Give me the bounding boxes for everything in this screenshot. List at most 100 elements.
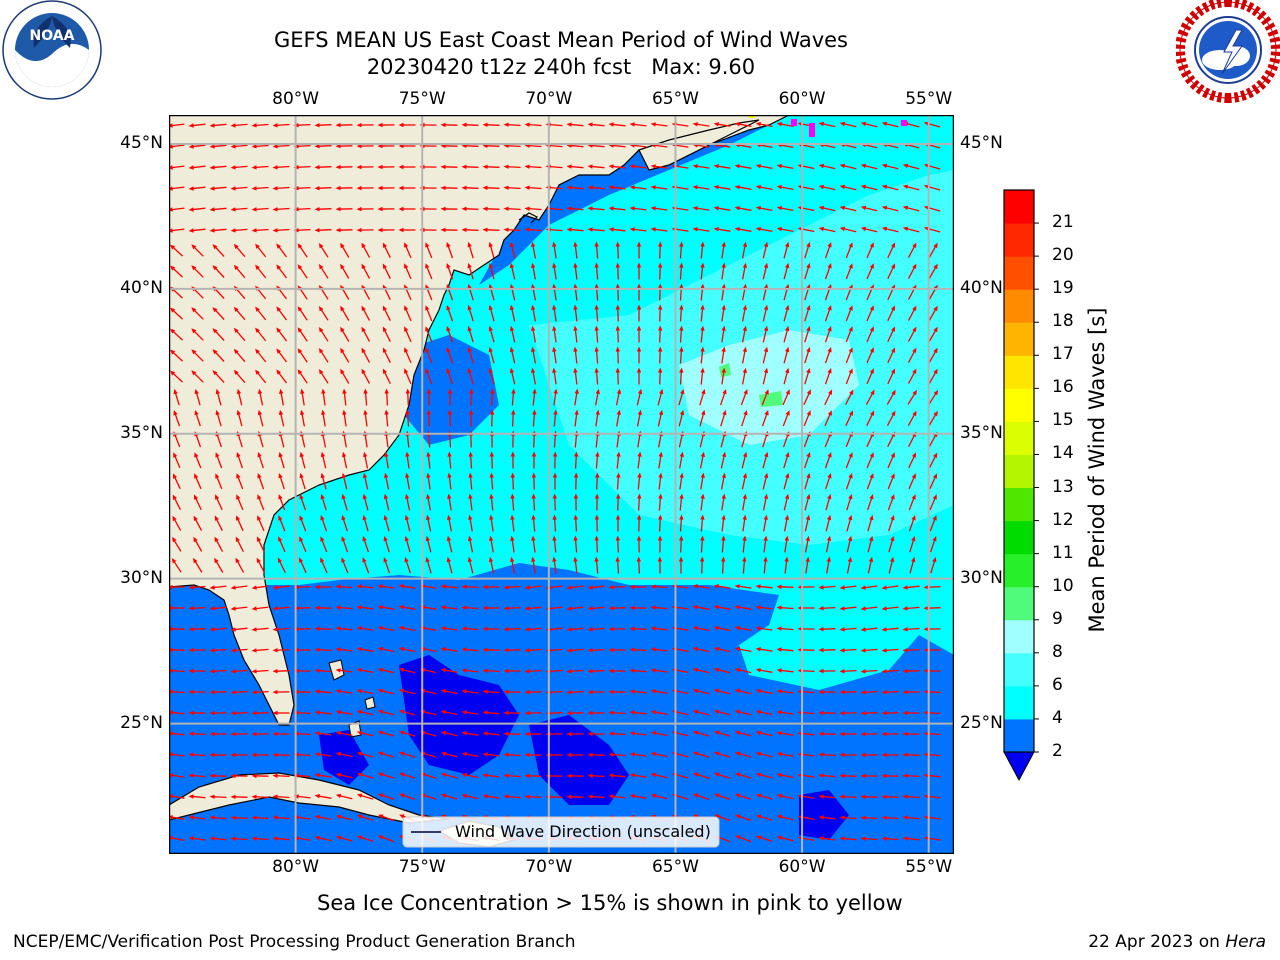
wave-direction-arrow bbox=[236, 409, 243, 427]
wave-direction-arrow bbox=[742, 493, 747, 511]
period-under-2-patch-1 bbox=[399, 655, 519, 775]
wave-direction-arrow bbox=[212, 349, 225, 362]
wave-direction-arrow bbox=[191, 307, 204, 320]
wave-direction-arrow bbox=[741, 410, 748, 427]
wave-direction-arrow bbox=[699, 451, 705, 469]
wave-direction-arrow bbox=[335, 710, 353, 715]
wave-direction-arrow bbox=[783, 514, 789, 532]
colorbar-tick-label: 13 bbox=[1052, 476, 1074, 497]
wave-direction-arrow bbox=[783, 262, 790, 280]
wave-direction-arrow bbox=[566, 206, 584, 211]
wave-direction-arrow bbox=[188, 165, 206, 170]
wave-direction-arrow bbox=[721, 346, 726, 364]
wave-direction-arrow bbox=[755, 185, 773, 191]
wave-direction-arrow bbox=[761, 410, 769, 427]
wave-direction-arrow bbox=[818, 836, 836, 841]
wave-direction-arrow bbox=[236, 473, 244, 490]
wave-direction-arrow bbox=[692, 646, 710, 653]
wave-direction-arrow bbox=[574, 409, 579, 427]
wave-direction-arrow bbox=[524, 669, 542, 674]
wave-direction-arrow bbox=[658, 346, 663, 364]
wave-direction-arrow bbox=[818, 627, 836, 632]
wave-direction-arrow bbox=[335, 647, 353, 652]
wave-direction-arrow bbox=[314, 668, 332, 673]
wave-direction-arrow bbox=[236, 452, 244, 469]
wave-direction-arrow bbox=[314, 165, 332, 170]
wave-direction-arrow bbox=[713, 626, 731, 632]
wave-direction-arrow bbox=[650, 689, 668, 694]
wave-direction-arrow bbox=[272, 186, 290, 191]
wave-direction-arrow bbox=[382, 263, 391, 279]
colorbar-segment bbox=[1004, 289, 1034, 323]
wave-direction-arrow bbox=[209, 794, 227, 799]
wave-direction-arrow bbox=[488, 367, 495, 385]
wave-direction-arrow bbox=[356, 227, 374, 233]
noaa-logo-icon: NOAA bbox=[2, 0, 102, 100]
wave-direction-arrow bbox=[734, 626, 752, 631]
wave-direction-arrow bbox=[678, 409, 685, 427]
wave-direction-arrow bbox=[503, 794, 521, 799]
wave-direction-arrow bbox=[212, 328, 225, 341]
wave-direction-arrow bbox=[825, 514, 832, 532]
wave-direction-arrow bbox=[755, 206, 773, 212]
wave-direction-arrow bbox=[191, 328, 204, 341]
wave-direction-arrow bbox=[314, 647, 332, 652]
wave-direction-arrow bbox=[356, 584, 374, 589]
wave-direction-arrow bbox=[503, 773, 521, 778]
wave-direction-arrow bbox=[566, 606, 584, 611]
wave-direction-arrow bbox=[488, 241, 495, 259]
wave-direction-arrow bbox=[335, 751, 353, 758]
wave-direction-arrow bbox=[272, 669, 290, 674]
wave-direction-arrow bbox=[636, 388, 643, 406]
wave-direction-arrow bbox=[193, 557, 203, 573]
wave-direction-arrow bbox=[755, 227, 773, 233]
wave-direction-arrow bbox=[657, 409, 664, 427]
wave-direction-arrow bbox=[188, 752, 206, 757]
wave-direction-arrow bbox=[881, 710, 899, 716]
wave-direction-arrow bbox=[615, 262, 620, 280]
wave-direction-arrow bbox=[566, 122, 584, 127]
wave-direction-arrow bbox=[482, 752, 500, 757]
wave-direction-arrow bbox=[257, 451, 264, 469]
wave-direction-arrow bbox=[440, 206, 458, 212]
wave-direction-arrow bbox=[398, 164, 416, 170]
wave-direction-arrow bbox=[342, 388, 347, 406]
wave-direction-arrow bbox=[482, 794, 500, 799]
wave-direction-arrow bbox=[215, 409, 222, 427]
wave-direction-arrow bbox=[616, 472, 621, 490]
wave-direction-arrow bbox=[440, 227, 458, 233]
wave-direction-arrow bbox=[276, 306, 288, 321]
wave-direction-arrow bbox=[461, 731, 479, 736]
wave-direction-arrow bbox=[188, 815, 206, 820]
wave-direction-arrow bbox=[720, 472, 726, 490]
wave-direction-arrow bbox=[741, 472, 748, 490]
wave-direction-arrow bbox=[678, 556, 684, 574]
wave-direction-arrow bbox=[650, 227, 668, 232]
wave-direction-arrow bbox=[902, 794, 920, 799]
wave-direction-arrow bbox=[679, 535, 684, 553]
wave-direction-arrow bbox=[524, 710, 542, 716]
wave-direction-arrow bbox=[929, 452, 938, 468]
wave-direction-arrow bbox=[804, 304, 811, 322]
wave-direction-arrow bbox=[839, 773, 857, 778]
wave-direction-arrow bbox=[276, 264, 288, 279]
wave-direction-arrow bbox=[629, 185, 647, 190]
wave-direction-arrow bbox=[405, 388, 410, 406]
wave-direction-arrow bbox=[887, 473, 895, 490]
wave-direction-arrow bbox=[860, 606, 878, 611]
wave-direction-arrow bbox=[776, 710, 794, 715]
wave-direction-arrow bbox=[251, 165, 269, 170]
wave-direction-arrow bbox=[230, 815, 248, 820]
wave-direction-arrow bbox=[446, 368, 454, 385]
wave-direction-arrow bbox=[188, 794, 206, 799]
wave-direction-arrow bbox=[482, 689, 500, 694]
wave-direction-arrow bbox=[866, 473, 874, 490]
wave-direction-arrow bbox=[818, 184, 836, 191]
wave-direction-arrow bbox=[860, 752, 878, 758]
wave-direction-arrow bbox=[700, 262, 705, 280]
wave-direction-arrow bbox=[256, 536, 265, 553]
wave-direction-arrow bbox=[503, 752, 521, 757]
wave-direction-arrow bbox=[824, 368, 832, 385]
colorbar-segment bbox=[1004, 355, 1034, 389]
wave-direction-arrow bbox=[209, 731, 227, 737]
